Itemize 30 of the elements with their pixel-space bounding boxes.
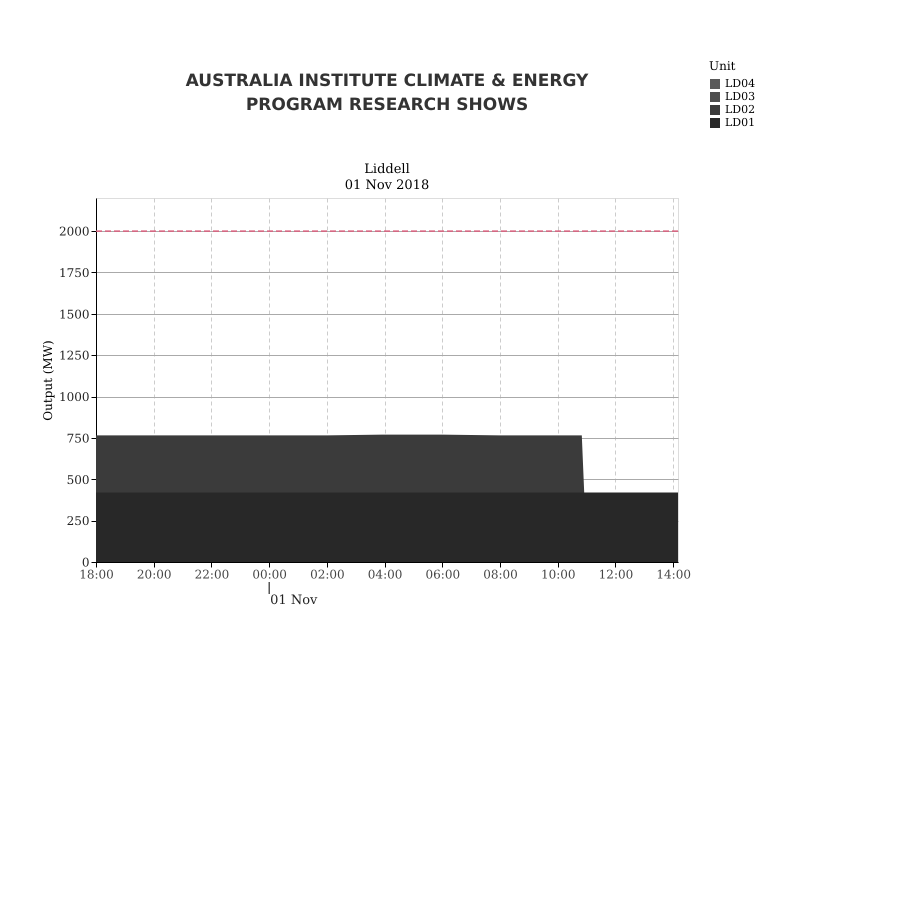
x-tick-label: 04:00 [368, 568, 402, 582]
chart-title: Liddell [364, 162, 410, 177]
legend-label: LD04 [725, 77, 756, 90]
legend-label: LD01 [725, 116, 756, 129]
y-tick-label: 1250 [58, 348, 90, 363]
y-tick-label: 1750 [58, 266, 90, 280]
legend-label: LD03 [725, 90, 756, 103]
y-tick-label: 0 [82, 556, 90, 570]
legend-title: Unit [709, 59, 736, 73]
x-tick-label: 10:00 [540, 568, 576, 582]
x-tick-label: 18:00 [79, 568, 114, 582]
text: 01 Nov [270, 593, 318, 608]
x-tick-label: 08:00 [483, 568, 518, 582]
x-tick-label: 22:00 [194, 568, 230, 582]
x-tick-label: 00:00 [252, 568, 287, 582]
y-tick-label: 1500 [58, 307, 90, 322]
x-tick-label: 20:00 [136, 568, 172, 582]
y-axis-title: Output (MW) [40, 340, 55, 421]
chart-subtitle: 01 Nov 2018 [344, 178, 430, 193]
x-tick-label: 02:00 [310, 568, 345, 582]
y-tick-label: 250 [66, 514, 90, 528]
y-tick-label: 750 [66, 431, 90, 446]
x-tick-label: 06:00 [426, 568, 460, 582]
text: AUSTRALIA INSTITUTE CLIMATE & ENERGY PROGRAM RESEARCH SHOWS [186, 71, 590, 115]
y-tick-label: 2000 [58, 224, 90, 239]
legend-label: LD02 [725, 103, 756, 116]
x-tick-label: 14:00 [656, 568, 691, 582]
x-tick-label: 12:00 [598, 568, 634, 582]
y-tick-label: 500 [66, 472, 90, 487]
y-tick-label: 1000 [58, 390, 90, 404]
